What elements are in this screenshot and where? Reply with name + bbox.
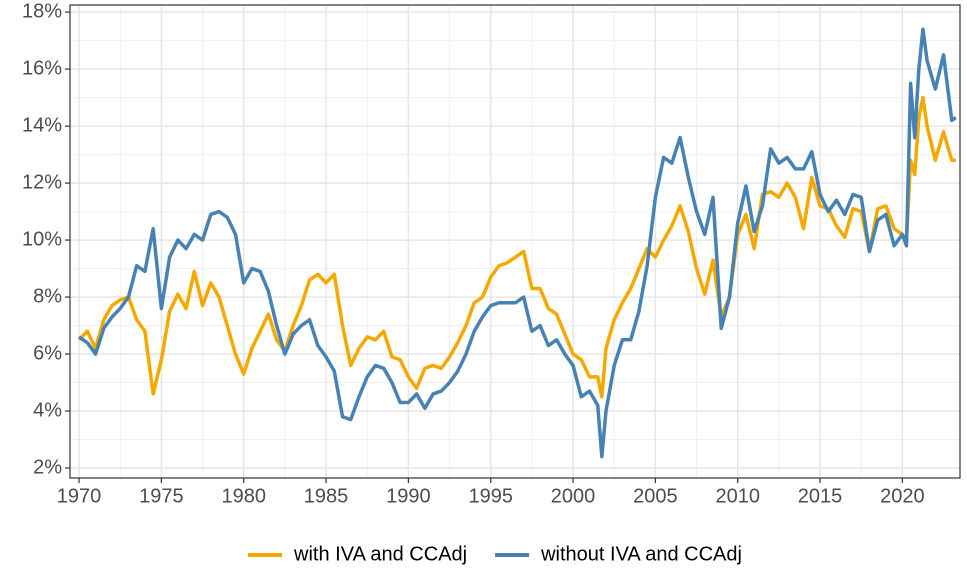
x-tick-label: 1995 bbox=[468, 485, 513, 507]
y-tick-label: 8% bbox=[33, 285, 62, 307]
y-tick-label: 2% bbox=[33, 456, 62, 478]
x-tick-label: 1990 bbox=[386, 485, 431, 507]
y-tick-label: 12% bbox=[22, 171, 62, 193]
y-tick-label: 18% bbox=[22, 0, 62, 22]
x-tick-label: 2020 bbox=[880, 485, 925, 507]
x-tick-label: 2015 bbox=[798, 485, 843, 507]
y-tick-label: 10% bbox=[22, 228, 62, 250]
panel-border bbox=[69, 4, 961, 479]
x-tick-label: 2010 bbox=[715, 485, 760, 507]
series-line bbox=[77, 95, 956, 399]
x-tick-label: 1975 bbox=[139, 485, 184, 507]
x-tick-label: 2005 bbox=[633, 485, 678, 507]
legend-label: with IVA and CCAdj bbox=[293, 543, 467, 565]
y-tick-label: 16% bbox=[22, 57, 62, 79]
legend-label: without IVA and CCAdj bbox=[540, 543, 742, 565]
y-tick-label: 4% bbox=[33, 399, 62, 421]
y-tick-label: 14% bbox=[22, 114, 62, 136]
x-tick-label: 1985 bbox=[304, 485, 349, 507]
series-line bbox=[78, 27, 957, 459]
x-tick-label: 1970 bbox=[57, 485, 102, 507]
y-tick-label: 6% bbox=[33, 342, 62, 364]
x-tick-label: 1980 bbox=[221, 485, 266, 507]
x-tick-label: 2000 bbox=[551, 485, 596, 507]
legend: with IVA and CCAdj without IVA and CCAdj bbox=[248, 543, 742, 565]
